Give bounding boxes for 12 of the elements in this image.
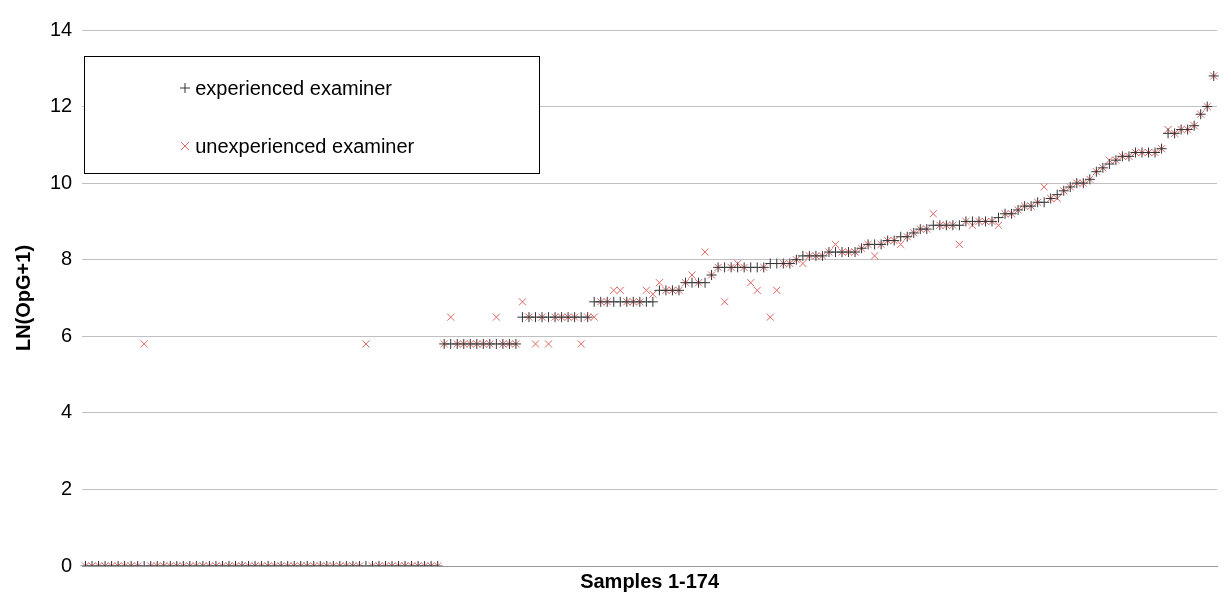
y-tick-label: 10 xyxy=(50,170,73,193)
y-tick-label: 14 xyxy=(50,17,73,40)
y-tick-label: 2 xyxy=(61,476,73,499)
y-axis-title: LN(OpG+1) xyxy=(11,244,34,352)
y-tick-label: 8 xyxy=(61,247,73,270)
legend-label: experienced examiner xyxy=(195,76,393,100)
y-tick-label: 4 xyxy=(61,400,73,423)
x-axis-title: Samples 1-174 xyxy=(580,569,720,592)
legend-label: unexperienced examiner xyxy=(195,134,415,158)
y-tick-label: 12 xyxy=(50,94,73,117)
y-tick-label: 0 xyxy=(61,553,73,576)
y-tick-label: 6 xyxy=(61,323,73,346)
